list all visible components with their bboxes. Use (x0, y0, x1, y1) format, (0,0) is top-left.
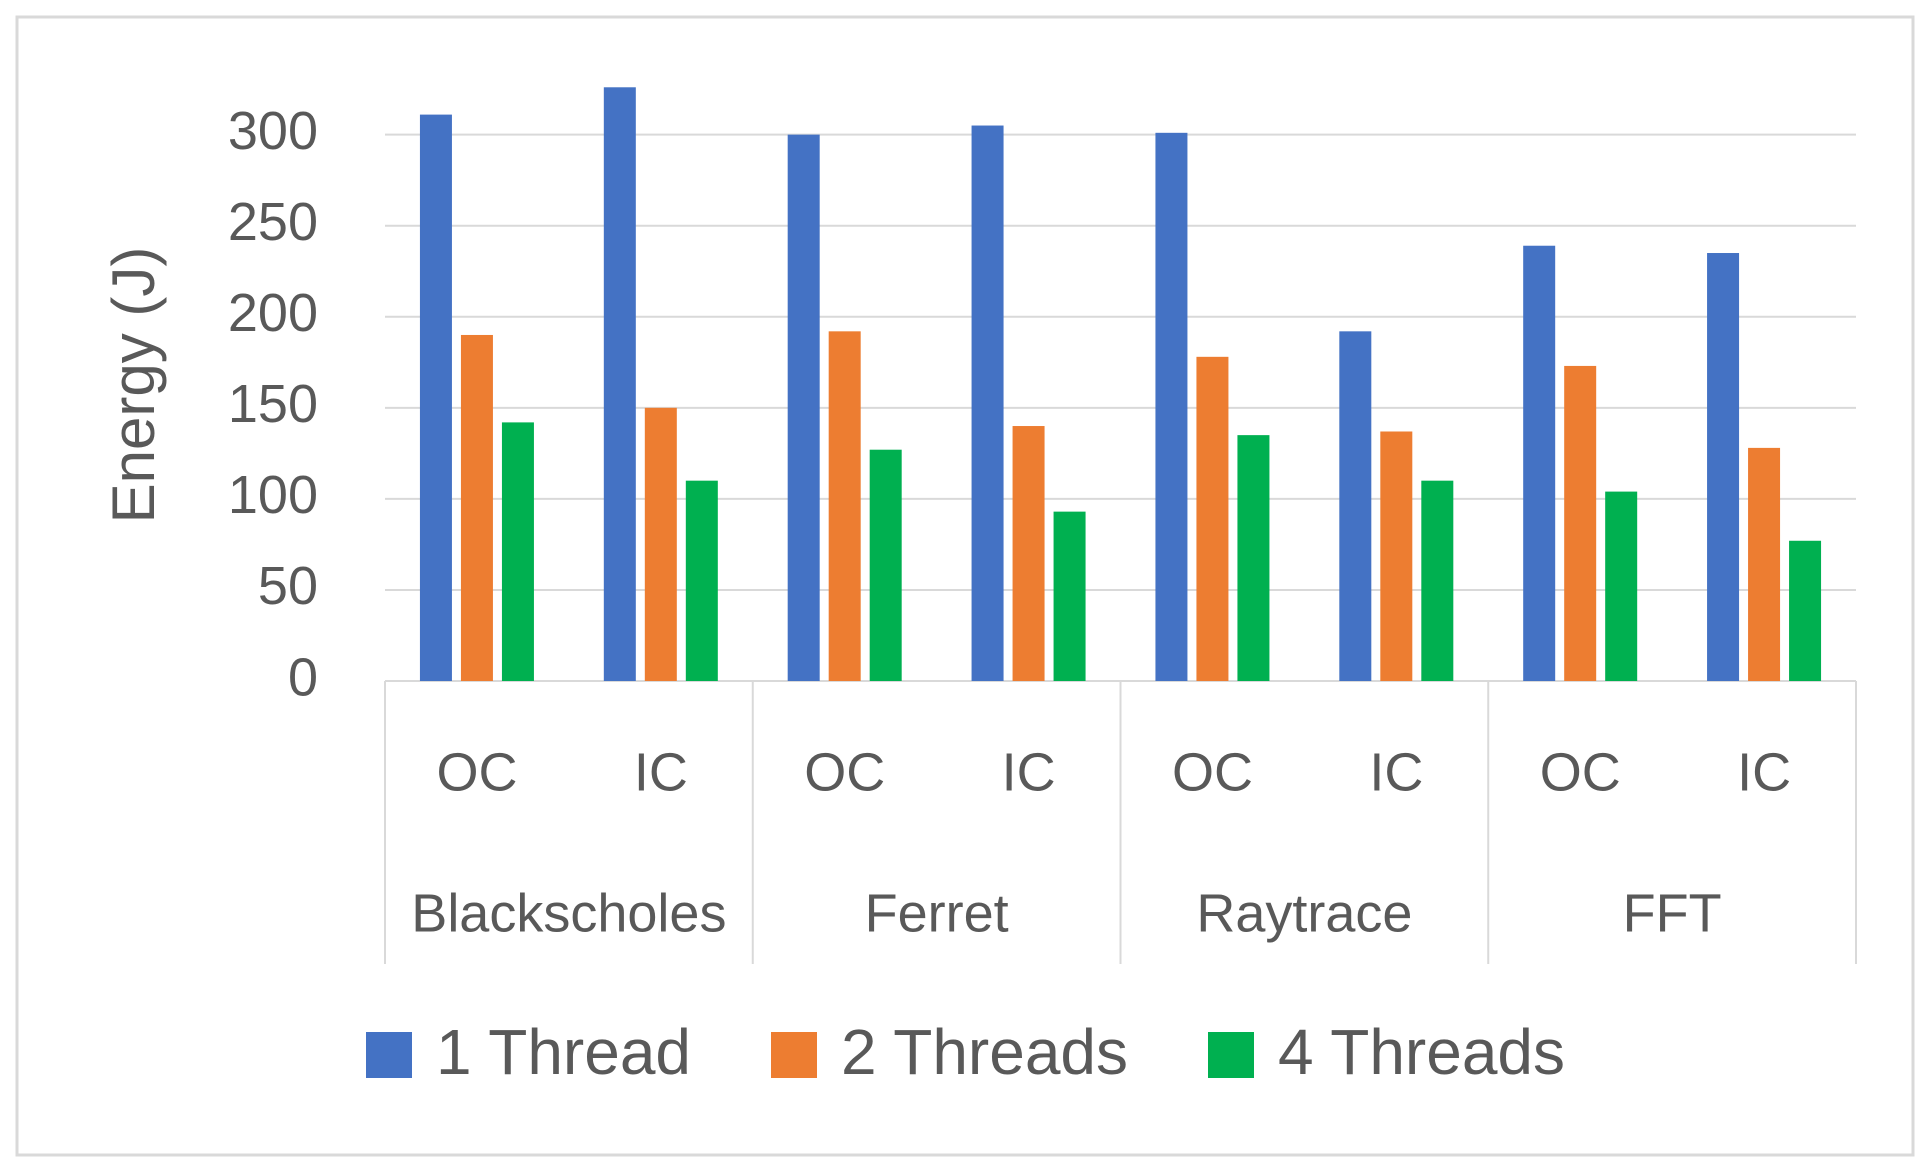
x-tick-label: IC (1002, 742, 1056, 802)
chart-border (15, 15, 1915, 1157)
bar (1421, 480, 1454, 681)
bar (1380, 431, 1413, 681)
y-tick-label: 50 (258, 556, 318, 616)
bar (1605, 491, 1638, 681)
x-tick-label: OC (804, 742, 885, 802)
bar (1339, 331, 1372, 681)
legend-swatch (1208, 1032, 1254, 1078)
group-label: Ferret (865, 883, 1009, 943)
legend-label: 1 Thread (436, 1016, 691, 1088)
bar (603, 87, 636, 681)
bar (971, 125, 1004, 682)
bar (1707, 253, 1740, 682)
bar (1155, 132, 1188, 681)
x-tick-label: IC (1369, 742, 1423, 802)
y-tick-label: 200 (228, 283, 318, 343)
x-tick-label: OC (436, 742, 517, 802)
x-tick-label: OC (1172, 742, 1253, 802)
bar (1012, 426, 1045, 681)
bar (644, 407, 677, 681)
y-axis-title: Energy (J) (100, 247, 167, 524)
group-label: Blackscholes (411, 883, 726, 943)
bar (1237, 435, 1270, 681)
bar (1523, 245, 1556, 682)
bar (787, 134, 820, 682)
legend-swatch (771, 1032, 817, 1078)
bar (419, 114, 452, 681)
x-tick-label: IC (1737, 742, 1791, 802)
legend-label: 2 Threads (841, 1016, 1128, 1088)
x-tick-label: IC (634, 742, 688, 802)
y-tick-label: 100 (228, 465, 318, 525)
bar (685, 480, 718, 681)
bar (501, 422, 534, 681)
bar (1564, 365, 1597, 681)
y-tick-label: 0 (288, 647, 318, 707)
bar (869, 449, 902, 681)
group-label: Raytrace (1196, 883, 1412, 943)
y-tick-label: 150 (228, 374, 318, 434)
y-tick-label: 250 (228, 192, 318, 252)
legend-label: 4 Threads (1278, 1016, 1565, 1088)
bar (1748, 447, 1781, 681)
group-label: FFT (1623, 883, 1722, 943)
y-tick-label: 300 (228, 101, 318, 161)
legend-swatch (366, 1032, 412, 1078)
bar (1196, 356, 1229, 681)
bar (1789, 540, 1822, 681)
bar (828, 331, 861, 681)
bar (1053, 511, 1086, 681)
x-tick-label: OC (1540, 742, 1621, 802)
bar (460, 334, 493, 681)
